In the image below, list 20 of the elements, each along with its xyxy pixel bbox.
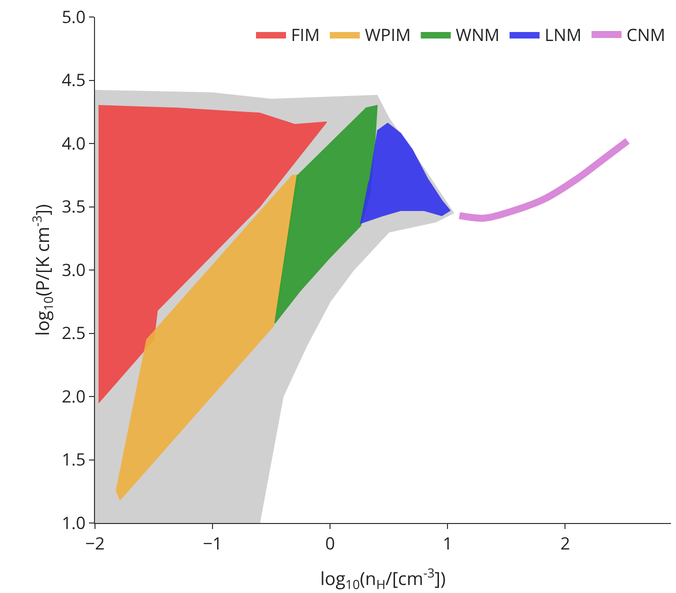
x-tick-label: −1 xyxy=(202,531,222,554)
y-tick-label: 2.5 xyxy=(62,321,86,344)
y-tick-label: 4.5 xyxy=(62,68,86,92)
y-tick-label: 1.5 xyxy=(62,448,86,471)
x-tick-label: 1 xyxy=(442,531,453,554)
y-tick-label: 4.0 xyxy=(62,131,86,154)
legend-label: FIM xyxy=(291,23,320,46)
y-tick-label: 1.0 xyxy=(62,510,86,534)
y-tick-label: 5.0 xyxy=(62,4,86,28)
y-tick-label: 3.0 xyxy=(62,258,86,281)
x-tick-label: −2 xyxy=(85,531,105,554)
y-tick-label: 2.0 xyxy=(62,384,86,408)
legend-label: LNM xyxy=(544,23,582,46)
x-tick-label: 0 xyxy=(325,531,335,554)
legend-label: WNM xyxy=(456,23,500,46)
legend-label: WPIM xyxy=(364,23,411,46)
y-tick-label: 3.5 xyxy=(62,194,86,218)
legend-label: CNM xyxy=(626,23,666,46)
x-tick-label: 2 xyxy=(560,531,570,554)
x-axis-title: log$_{10}$(n$_{H}$/[cm$^{-3}$]) xyxy=(320,564,446,593)
